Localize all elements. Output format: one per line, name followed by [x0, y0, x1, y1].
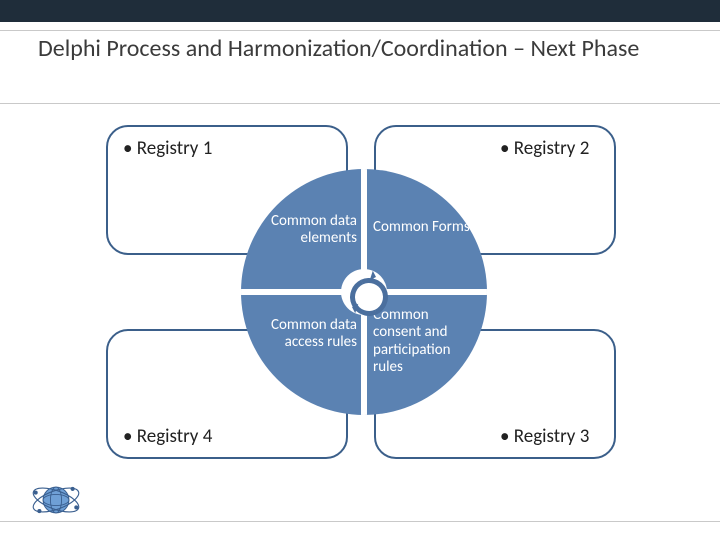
divider	[0, 30, 720, 31]
registry-label-2: • Registry 2	[500, 137, 589, 160]
top-banner	[0, 0, 720, 22]
registry-label-3: • Registry 3	[500, 425, 589, 448]
globe-network-logo-icon	[28, 476, 84, 524]
diagram: • Registry 1 • Registry 2 • Registry 4 •…	[0, 103, 720, 540]
cycle-hub	[341, 269, 387, 315]
quadrant-br-label: Common consent and participation rules	[373, 307, 477, 376]
divider	[0, 521, 720, 522]
quadrant-bl-label: Common data access rules	[253, 317, 357, 352]
registry-label-1: • Registry 1	[123, 137, 212, 160]
registry-label-4: • Registry 4	[123, 425, 212, 448]
page-title: Delphi Process and Harmonization/Coordin…	[38, 34, 678, 64]
center-circle: Common data elements Common Forms Common…	[241, 169, 487, 415]
quadrant-tr-label: Common Forms	[373, 219, 477, 236]
quadrant-tl-label: Common data elements	[253, 213, 357, 248]
